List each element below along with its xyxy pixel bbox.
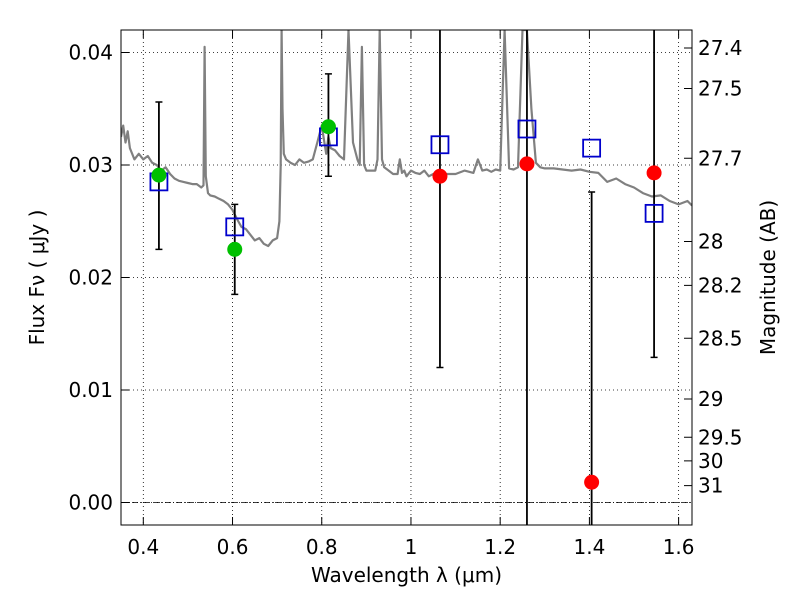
x-tick-label: 0.6: [217, 535, 249, 559]
mag-tick-label: 27.4: [698, 36, 743, 60]
x-tick-label: 1: [405, 535, 418, 559]
y-tick-label: 0.01: [68, 378, 113, 402]
data-points: [149, 119, 664, 490]
mag-tick-label: 28: [698, 230, 723, 254]
mag-tick-label: 30: [698, 449, 723, 473]
x-axis-label: Wavelength λ (μm): [311, 563, 502, 587]
y-tick-label: 0.03: [68, 153, 113, 177]
grid-lines: [121, 30, 692, 525]
x-tick-label: 1.4: [573, 535, 605, 559]
error-bars: [155, 30, 658, 525]
x-tick-label: 1.6: [663, 535, 695, 559]
mag-tick-label: 28.5: [698, 326, 743, 350]
mag-tick-label: 28.2: [698, 273, 743, 297]
model-square-point: [517, 119, 537, 139]
spectrum-line: [121, 30, 692, 248]
spectrum-series: [121, 30, 692, 248]
model-square-point: [225, 217, 245, 237]
y-axis-label: Flux Fν ( μJy ): [25, 210, 49, 346]
model-square-point: [644, 203, 664, 223]
mag-tick-label: 31: [698, 474, 723, 498]
mag-tick-label: 27.7: [698, 146, 743, 170]
y-tick-label: 0.00: [68, 491, 113, 515]
model-square-point: [430, 135, 450, 155]
x-tick-label: 1.2: [484, 535, 516, 559]
y-tick-label: 0.02: [68, 266, 113, 290]
observed-point: [227, 241, 243, 257]
observed-point: [646, 165, 662, 181]
mag-tick-label: 27.5: [698, 77, 743, 101]
observed-point: [320, 119, 336, 135]
observed-point: [432, 168, 448, 184]
observed-point: [584, 474, 600, 490]
observed-point: [151, 167, 167, 183]
observed-point: [519, 156, 535, 172]
mag-tick-label: 29.5: [698, 425, 743, 449]
x-tick-label: 0.4: [127, 535, 159, 559]
right-axis-label: Magnitude (AB): [756, 200, 780, 355]
x-tick-label: 0.8: [306, 535, 338, 559]
y-tick-label: 0.04: [68, 41, 113, 65]
plot-frame: [120, 29, 693, 526]
axis-ticks: 0.4 0.6 0.8 1 1.2 1.4 1.6 0.00 0.01 0.02 0.03 0.04 2…: [68, 30, 743, 559]
mag-tick-label: 29: [698, 387, 723, 411]
model-square-point: [582, 138, 602, 158]
